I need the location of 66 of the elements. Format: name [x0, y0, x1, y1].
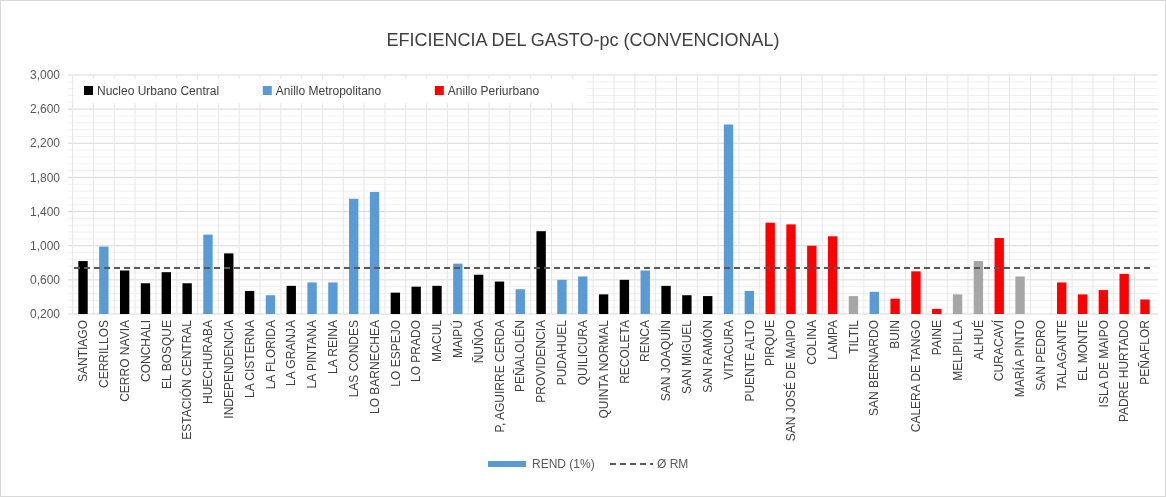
- x-tick-label: SAN PEDRO: [1034, 320, 1049, 391]
- text: REND (1%): [532, 457, 595, 472]
- x-tick-label: MACUL: [430, 319, 445, 363]
- x-tick-label: EL MONTE: [1075, 320, 1090, 381]
- x-tick-label: PEÑALOLÉN: [512, 320, 528, 393]
- x-tick-label: MELIPILLA: [950, 320, 965, 381]
- x-tick-label: LA CISTERNA: [242, 320, 257, 399]
- x-tick-label: HUECHURABA: [201, 320, 216, 405]
- y-tick-label: 2,600: [29, 102, 61, 117]
- x-tick-label: ESTACIÓN CENTRAL: [179, 319, 195, 440]
- x-tick-label: SAN JOSÉ DE MAIPO: [783, 320, 799, 442]
- x-tick-label: QUILICURA: [575, 320, 590, 386]
- x-tick-label: ISLA DE MAIPO: [1096, 320, 1111, 408]
- y-tick-label: 0,200: [29, 307, 61, 322]
- x-tick-label: PROVIDENCIA: [534, 320, 549, 403]
- x-tick-label: LAS CONDES: [346, 320, 361, 398]
- x-tick-label: VITACURA: [721, 320, 736, 380]
- x-tick-label: PIRQUE: [763, 320, 778, 367]
- x-tick-label: ÑUÑOA: [471, 320, 486, 364]
- legend-label: Nucleo Urbano Central: [97, 84, 220, 99]
- x-tick-label: LA REINA: [326, 320, 341, 375]
- x-tick-label: LA FLORIDA: [263, 320, 278, 390]
- x-tick-label: MAIPÚ: [450, 320, 466, 359]
- x-tick-label: ALHUÉ: [970, 320, 986, 361]
- x-tick-label: PAINE: [929, 320, 944, 356]
- chart-title: EFICIENCIA DEL GASTO-pc (CONVENCIONAL): [386, 30, 780, 50]
- x-tick-label: LO BARNECHEA: [367, 320, 382, 415]
- x-tick-label: RENCA: [638, 320, 653, 363]
- x-tick-label: SAN BERNARDO: [867, 320, 882, 417]
- x-tick-label: SAN MIGUEL: [680, 319, 695, 395]
- x-tick-label: CALERA DE TANGO: [909, 320, 924, 433]
- x-tick-label: P, AGUIRRE CERDA: [492, 320, 507, 433]
- x-tick-label: CERRO NAVIA: [117, 320, 132, 402]
- y-tick-label: 3,000: [29, 68, 61, 83]
- x-tick-label: LA GRANJA: [284, 320, 299, 387]
- x-tick-label: EL BOSQUE: [159, 320, 174, 389]
- y-tick-label: 0,600: [29, 273, 61, 288]
- x-tick-label: PUENTE ALTO: [742, 320, 757, 402]
- x-tick-label: COLINA: [805, 320, 820, 365]
- x-tick-label: TALAGANTE: [1054, 320, 1069, 391]
- x-tick-label: SAN JOAQUÍN: [658, 320, 674, 402]
- x-tick-label: SANTIAGO: [76, 320, 91, 383]
- x-tick-label: LAMPA: [825, 320, 840, 360]
- y-tick-label: 1,400: [29, 204, 61, 219]
- y-tick-label: 2,200: [29, 136, 61, 151]
- x-tick-label: PUDAHUEL: [555, 319, 570, 386]
- x-tick-label: INDEPENDENCIA: [221, 320, 236, 419]
- x-tick-label: LO ESPEJO: [388, 320, 403, 387]
- x-tick-label: BUIN: [888, 320, 903, 349]
- legend-label: Anillo Periurbano: [447, 84, 540, 99]
- y-tick-label: 1,000: [29, 238, 61, 253]
- x-tick-label: CONCHALI: [138, 320, 153, 383]
- x-tick-label: LO PRADO: [409, 320, 424, 383]
- y-tick-label: 1,800: [29, 170, 61, 185]
- text: Ø RM: [657, 457, 689, 472]
- legend-label: Anillo Metropolitano: [275, 84, 382, 99]
- x-tick-label: RECOLETA: [617, 320, 632, 384]
- x-tick-label: MARÍA PINTO: [1012, 320, 1028, 398]
- x-tick-label: QUINTA NORMAL: [596, 319, 611, 419]
- x-tick-label: PADRE HURTADO: [1117, 320, 1132, 423]
- x-tick-label: SAN RAMÓN: [699, 320, 715, 393]
- x-tick-label: PEÑAFLOR: [1138, 319, 1153, 385]
- x-tick-label: CERRILLOS: [97, 320, 112, 389]
- x-tick-label: LA PINTANA: [305, 320, 320, 389]
- x-tick-label: TILTIL: [846, 319, 861, 354]
- x-tick-label: CURACAVÍ: [991, 319, 1007, 382]
